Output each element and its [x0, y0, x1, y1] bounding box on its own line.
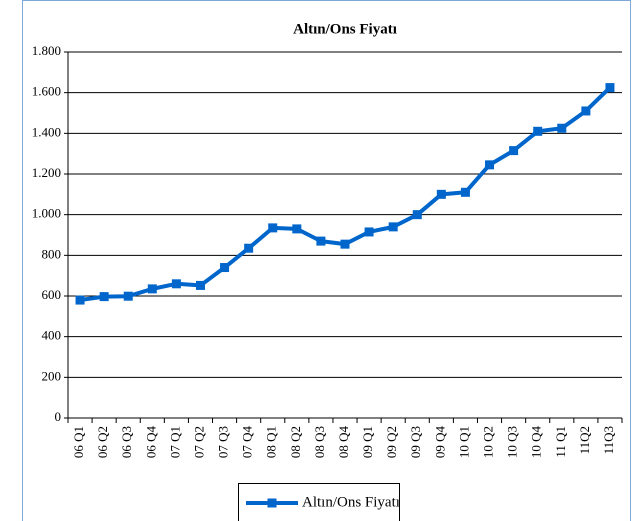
y-tick-label: 1.000 [32, 206, 61, 221]
data-point [509, 146, 519, 156]
x-tick-label: 10 Q1 [456, 426, 471, 458]
data-point [99, 292, 109, 302]
y-tick-label: 1.600 [32, 84, 61, 99]
x-tick-label: 10 Q3 [505, 426, 520, 458]
data-point [147, 284, 157, 294]
data-point [533, 126, 543, 136]
data-point [123, 291, 133, 301]
data-point [581, 106, 591, 116]
x-tick-label: 07 Q2 [191, 426, 206, 458]
data-point [364, 227, 374, 237]
data-point [268, 223, 278, 233]
y-tick-label: 200 [42, 368, 62, 383]
x-tick-label: 08 Q3 [312, 426, 327, 458]
x-tick-label: 09 Q2 [384, 426, 399, 458]
data-point [460, 187, 470, 197]
x-tick-label: 06 Q2 [95, 426, 110, 458]
data-point [605, 83, 615, 93]
x-tick-label: 10 Q2 [481, 426, 496, 458]
x-tick-label: 06 Q1 [71, 426, 86, 458]
x-tick-label: 09 Q1 [360, 426, 375, 458]
chart-frame [22, 0, 631, 521]
data-point [292, 224, 302, 234]
legend-marker [267, 498, 277, 508]
x-tick-label: 09 Q3 [408, 426, 423, 458]
y-tick-label: 1.200 [32, 165, 61, 180]
data-point [412, 210, 422, 220]
data-point [436, 189, 446, 199]
data-point [244, 243, 254, 253]
x-tick-label: 06 Q3 [119, 426, 134, 458]
y-tick-label: 800 [42, 246, 62, 261]
x-tick-label: 08 Q4 [336, 426, 351, 459]
x-tick-label: 08 Q2 [288, 426, 303, 458]
x-tick-label: 11Q3 [601, 426, 616, 454]
data-point [75, 295, 85, 305]
x-tick-label: 08 Q1 [264, 426, 279, 458]
y-tick-label: 0 [55, 409, 62, 424]
y-tick-label: 400 [42, 328, 62, 343]
data-point [557, 123, 567, 133]
x-tick-label: 06 Q4 [143, 426, 158, 459]
x-tick-label: 07 Q1 [167, 426, 182, 458]
x-tick-label: 07 Q4 [240, 426, 255, 459]
legend-label: Altın/Ons Fiyatı [302, 494, 400, 510]
data-point [316, 236, 326, 246]
data-point [388, 222, 398, 232]
chart-title: Altın/Ons Fiyatı [293, 21, 397, 37]
y-tick-label: 600 [42, 287, 62, 302]
data-point [195, 280, 205, 290]
y-tick-label: 1.800 [32, 43, 61, 58]
x-tick-label: 11 Q1 [553, 426, 568, 458]
data-point [171, 279, 181, 289]
x-tick-label: 11Q2 [577, 426, 592, 454]
x-tick-label: 09 Q4 [432, 426, 447, 459]
x-tick-label: 10 Q4 [529, 426, 544, 459]
x-tick-label: 07 Q3 [216, 426, 231, 458]
y-tick-label: 1.400 [32, 124, 61, 139]
data-point [485, 160, 495, 170]
series-line [79, 86, 612, 303]
legend: Altın/Ons Fiyatı [238, 483, 400, 521]
data-point [340, 239, 350, 249]
data-point [220, 263, 230, 273]
